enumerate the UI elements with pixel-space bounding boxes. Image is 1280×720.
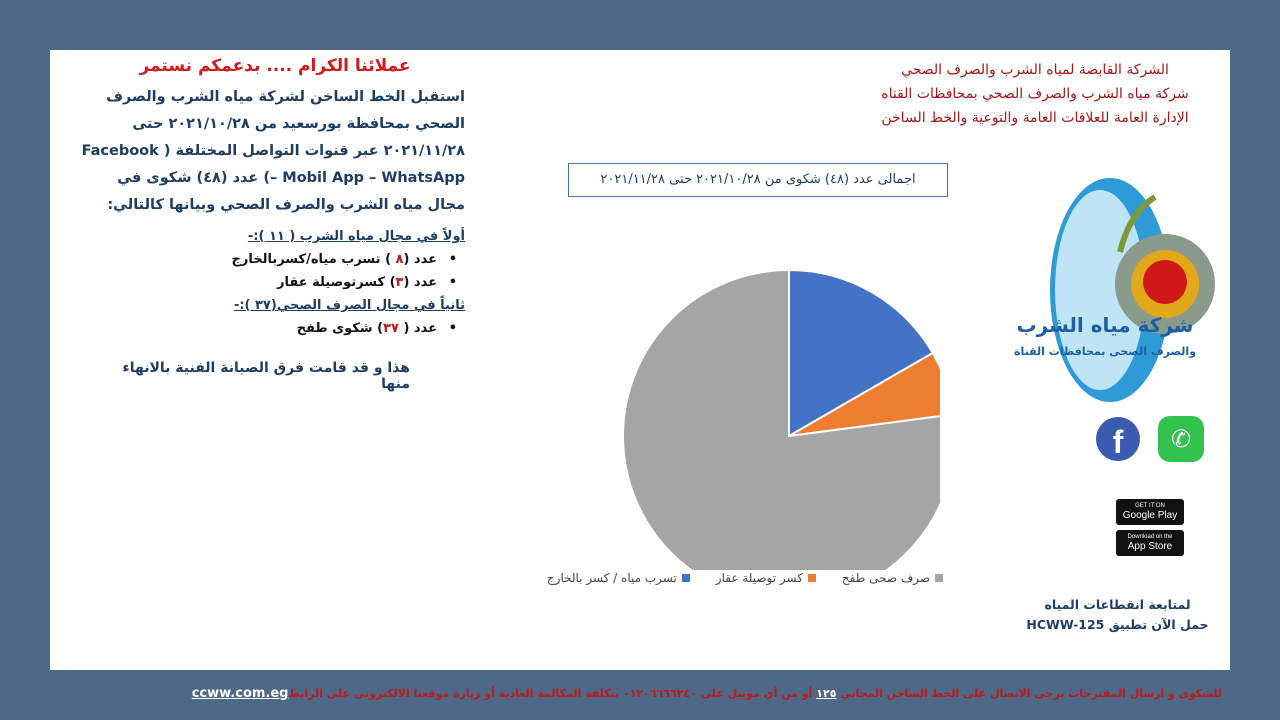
logo-text: والصرف الصحى بمحافظات القناة [1014, 345, 1196, 358]
hotline-number: ١٢٥ [816, 687, 837, 700]
pie-slice [788, 268, 935, 438]
intro-text: استقبل الخط الساخن لشركة مياه الشرب والص… [81, 89, 465, 213]
google-play-button[interactable]: GET IT ON Google Play [1116, 499, 1184, 525]
website-link[interactable]: ccww.com.eg [191, 686, 289, 701]
app-promo: لمتابعة انقطاعات المياه حمل الآن تطبيق H… [1010, 595, 1225, 635]
footer: للشكوى و ارسال المقترحات يرجى الاتصال عل… [191, 686, 1222, 701]
pie-slice [622, 268, 940, 570]
section-sewage: ثانياً في مجال الصرف الصحي(٣٧ ):- [233, 298, 465, 313]
promo-line: حمل الآن تطبيق HCWW-125 [1026, 617, 1209, 632]
logo-text: شركة مياه الشرب [1017, 313, 1194, 337]
list-item: عدد (٣) كسرتوصيلة عقار [80, 271, 465, 294]
store-label: Google Play [1122, 509, 1178, 521]
app-store-button[interactable]: Download on the App Store [1116, 530, 1184, 556]
list-item: عدد ( ٣٧) شكوى طفح [80, 317, 465, 340]
chart-legend: صرف صحى طفح كسر توصيلة عقار تسرب مياه / … [535, 571, 955, 585]
header: الشركة القابضة لمياه الشرب والصرف الصحي … [870, 58, 1200, 130]
store-small-label: GET IT ON [1135, 502, 1165, 509]
promo-line: لمتابعة انقطاعات المياه [1044, 597, 1191, 612]
whatsapp-icon[interactable]: ✆ [1158, 416, 1204, 462]
slide: الشركة القابضة لمياه الشرب والصرف الصحي … [50, 50, 1230, 670]
header-line: الإدارة العامة للعلاقات العامة والتوعية … [881, 110, 1189, 126]
closing-text: هذا و قد قامت فرق الصيانة الفنية بالانها… [122, 360, 410, 392]
facebook-icon[interactable]: f [1096, 417, 1140, 461]
chart-title: اجمالى عدد (٤٨) شكوى من ٢٠٢١/١٠/٢٨ حتى ٢… [568, 163, 948, 197]
store-small-label: Download on the [1127, 533, 1173, 540]
legend-item: صرف صحى طفح [842, 571, 944, 585]
company-logo: شركة مياه الشرب والصرف الصحى بمحافظات ال… [1014, 178, 1215, 402]
store-label: App Store [1127, 540, 1173, 552]
legend-item: كسر توصيلة عقار [716, 571, 816, 585]
pie-chart [622, 268, 940, 570]
header-line: شركة مياه الشرب والصرف الصحي بمحافظات ال… [881, 86, 1189, 102]
legend-item: تسرب مياه / كسر بالخارج [547, 571, 690, 585]
section-water: أولاً في مجال مياه الشرب ( ١١ ):- [247, 229, 465, 244]
left-title: عملائنا الكرام .... بدعمكم نستمر [139, 56, 411, 76]
pie-slice [788, 351, 940, 437]
header-line: الشركة القابضة لمياه الشرب والصرف الصحي [901, 62, 1169, 78]
complaints-list: أولاً في مجال مياه الشرب ( ١١ ):- عدد (٨… [80, 225, 465, 340]
list-item: عدد (٨ ) تسرب مياه/كسربالخارج [80, 248, 465, 271]
